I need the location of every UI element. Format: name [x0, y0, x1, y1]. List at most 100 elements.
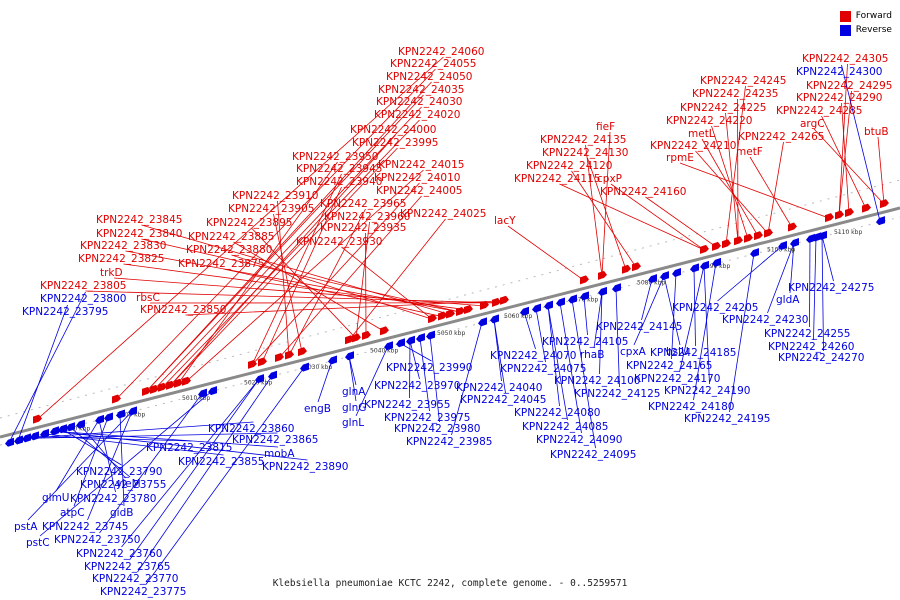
forward-gene-glyph[interactable] — [500, 295, 509, 305]
forward-gene-label[interactable]: KPN2242_23850 — [140, 304, 226, 316]
reverse-gene-label[interactable]: KPN2242_24195 — [684, 413, 770, 425]
reverse-gene-label[interactable]: KPN2242_24145 — [596, 321, 682, 333]
reverse-gene-label[interactable]: KPN2242_24275 — [788, 282, 874, 294]
reverse-gene-glyph[interactable] — [426, 330, 435, 340]
reverse-gene-label[interactable]: KPN2242_24205 — [672, 302, 758, 314]
reverse-gene-glyph[interactable] — [384, 341, 393, 351]
forward-gene-label[interactable]: metF — [736, 146, 763, 158]
reverse-gene-label[interactable]: KPN2242_24270 — [778, 352, 864, 364]
forward-gene-label[interactable]: KPN2242_24295 — [806, 80, 892, 92]
forward-gene-label[interactable]: KPN2242_23995 — [352, 137, 438, 149]
forward-gene-label[interactable]: metL — [688, 128, 715, 140]
reverse-gene-label[interactable]: glnA — [342, 386, 366, 398]
reverse-gene-glyph[interactable] — [544, 300, 553, 310]
forward-gene-glyph[interactable] — [622, 264, 631, 274]
reverse-gene-glyph[interactable] — [22, 433, 31, 443]
reverse-gene-glyph[interactable] — [76, 419, 85, 429]
reverse-gene-label[interactable]: KPN2242_23815 — [146, 442, 232, 454]
forward-gene-label[interactable]: KPN2242_24115 — [514, 173, 600, 185]
forward-gene-glyph[interactable] — [380, 326, 389, 336]
forward-gene-label[interactable]: KPN2242_23960 — [324, 211, 410, 223]
forward-gene-label[interactable]: argC — [800, 118, 825, 130]
forward-gene-label[interactable]: fieF — [596, 121, 615, 133]
reverse-gene-label[interactable]: KPN2242_24075 — [500, 363, 586, 375]
reverse-gene-label[interactable]: KPN2242_24040 — [456, 382, 542, 394]
forward-gene-label[interactable]: KPN2242_24025 — [400, 208, 486, 220]
reverse-gene-label[interactable]: KPN2242_24165 — [626, 360, 712, 372]
forward-gene-label[interactable]: KPN2242_24035 — [378, 84, 464, 96]
reverse-gene-label[interactable]: engB — [304, 403, 331, 415]
reverse-gene-label[interactable]: KPN2242_23795 — [22, 306, 108, 318]
reverse-gene-glyph[interactable] — [672, 268, 681, 278]
reverse-gene-label[interactable]: KPN2242_23780 — [70, 493, 156, 505]
forward-gene-label[interactable]: KPN2242_23950 — [292, 151, 378, 163]
forward-gene-label[interactable]: KPN2242_23840 — [96, 228, 182, 240]
reverse-gene-glyph[interactable] — [520, 306, 529, 316]
reverse-gene-glyph[interactable] — [478, 317, 487, 327]
forward-gene-label[interactable]: KPN2242_24265 — [738, 131, 824, 143]
reverse-gene-glyph[interactable] — [345, 351, 354, 361]
forward-gene-label[interactable]: KPN2242_24050 — [386, 71, 472, 83]
reverse-gene-label[interactable]: KPN2242_24230 — [722, 314, 808, 326]
forward-gene-label[interactable]: KPN2242_24235 — [692, 88, 778, 100]
reverse-gene-glyph[interactable] — [66, 422, 75, 432]
forward-gene-label[interactable]: KPN2242_24120 — [526, 160, 612, 172]
forward-gene-label[interactable]: KPN2242_24030 — [376, 96, 462, 108]
forward-gene-label[interactable]: KPN2242_24285 — [776, 105, 862, 117]
forward-gene-label[interactable]: KPN2242_24210 — [650, 140, 736, 152]
reverse-gene-glyph[interactable] — [40, 428, 49, 438]
forward-gene-glyph[interactable] — [446, 309, 455, 319]
reverse-gene-glyph[interactable] — [268, 370, 277, 380]
reverse-gene-glyph[interactable] — [50, 426, 59, 436]
reverse-gene-glyph[interactable] — [95, 414, 104, 424]
reverse-gene-label[interactable]: KPN2242_23990 — [386, 362, 472, 374]
forward-gene-glyph[interactable] — [712, 241, 721, 251]
reverse-gene-label[interactable]: mobA — [264, 448, 295, 460]
reverse-gene-label[interactable]: KPN2242_24185 — [650, 347, 736, 359]
reverse-gene-label[interactable]: KPN2242_24125 — [574, 388, 660, 400]
reverse-gene-glyph[interactable] — [690, 263, 699, 273]
reverse-gene-label[interactable]: KPN2242_24180 — [648, 401, 734, 413]
reverse-gene-label[interactable]: KPN2242_24080 — [514, 407, 600, 419]
reverse-gene-label[interactable]: gldA — [776, 294, 800, 306]
reverse-gene-label[interactable]: KPN2242_23800 — [40, 293, 126, 305]
forward-gene-label[interactable]: KPN2242_23830 — [80, 240, 166, 252]
reverse-gene-label[interactable]: KPN2242_23860 — [208, 423, 294, 435]
forward-gene-glyph[interactable] — [722, 239, 731, 249]
reverse-gene-label[interactable]: KPN2242_23980 — [394, 423, 480, 435]
forward-gene-label[interactable]: KPN2242_23905 — [228, 203, 314, 215]
forward-gene-label[interactable]: KPN2242_23885 — [188, 231, 274, 243]
forward-gene-label[interactable]: KPN2242_23805 — [40, 280, 126, 292]
forward-gene-label[interactable]: KPN2242_23935 — [320, 222, 406, 234]
reverse-gene-label[interactable]: KPN2242_23770 — [92, 573, 178, 585]
reverse-gene-label[interactable]: KPN2242_24260 — [768, 341, 854, 353]
reverse-gene-label[interactable]: KPN2242_24255 — [764, 328, 850, 340]
reverse-gene-label[interactable]: KPN2242_23765 — [84, 561, 170, 573]
reverse-gene-glyph[interactable] — [598, 286, 607, 296]
forward-gene-label[interactable]: KPN2242_23965 — [320, 198, 406, 210]
forward-gene-label[interactable]: KPN2242_24135 — [540, 134, 626, 146]
reverse-gene-label[interactable]: KPN2242_24105 — [542, 336, 628, 348]
reverse-gene-glyph[interactable] — [806, 233, 815, 243]
reverse-gene-glyph[interactable] — [712, 257, 721, 267]
reverse-gene-glyph[interactable] — [648, 274, 657, 284]
reverse-gene-label[interactable]: pstA — [14, 521, 38, 533]
reverse-gene-label[interactable]: KPN2242_23985 — [406, 436, 492, 448]
forward-gene-label[interactable]: KPN2242_24000 — [350, 124, 436, 136]
forward-gene-label[interactable]: btuB — [864, 126, 889, 138]
reverse-gene-glyph[interactable] — [116, 409, 125, 419]
forward-gene-glyph[interactable] — [734, 236, 743, 246]
forward-gene-label[interactable]: KPN2242_24160 — [600, 186, 686, 198]
reverse-gene-label[interactable]: KPN2242_24100 — [554, 375, 640, 387]
reverse-gene-label[interactable]: rhaB — [580, 349, 604, 361]
forward-gene-glyph[interactable] — [700, 244, 709, 254]
forward-gene-label[interactable]: KPN2242_24130 — [542, 147, 628, 159]
forward-gene-label[interactable]: KPN2242_24060 — [398, 46, 484, 58]
forward-gene-label[interactable]: lacY — [494, 215, 516, 227]
reverse-gene-glyph[interactable] — [750, 248, 759, 258]
forward-gene-label[interactable]: KPN2242_23940 — [296, 176, 382, 188]
reverse-gene-label[interactable]: atpC — [60, 507, 85, 519]
reverse-gene-glyph[interactable] — [104, 412, 113, 422]
forward-gene-label[interactable]: KPN2242_24225 — [680, 102, 766, 114]
reverse-gene-label[interactable]: yieM — [116, 478, 141, 490]
